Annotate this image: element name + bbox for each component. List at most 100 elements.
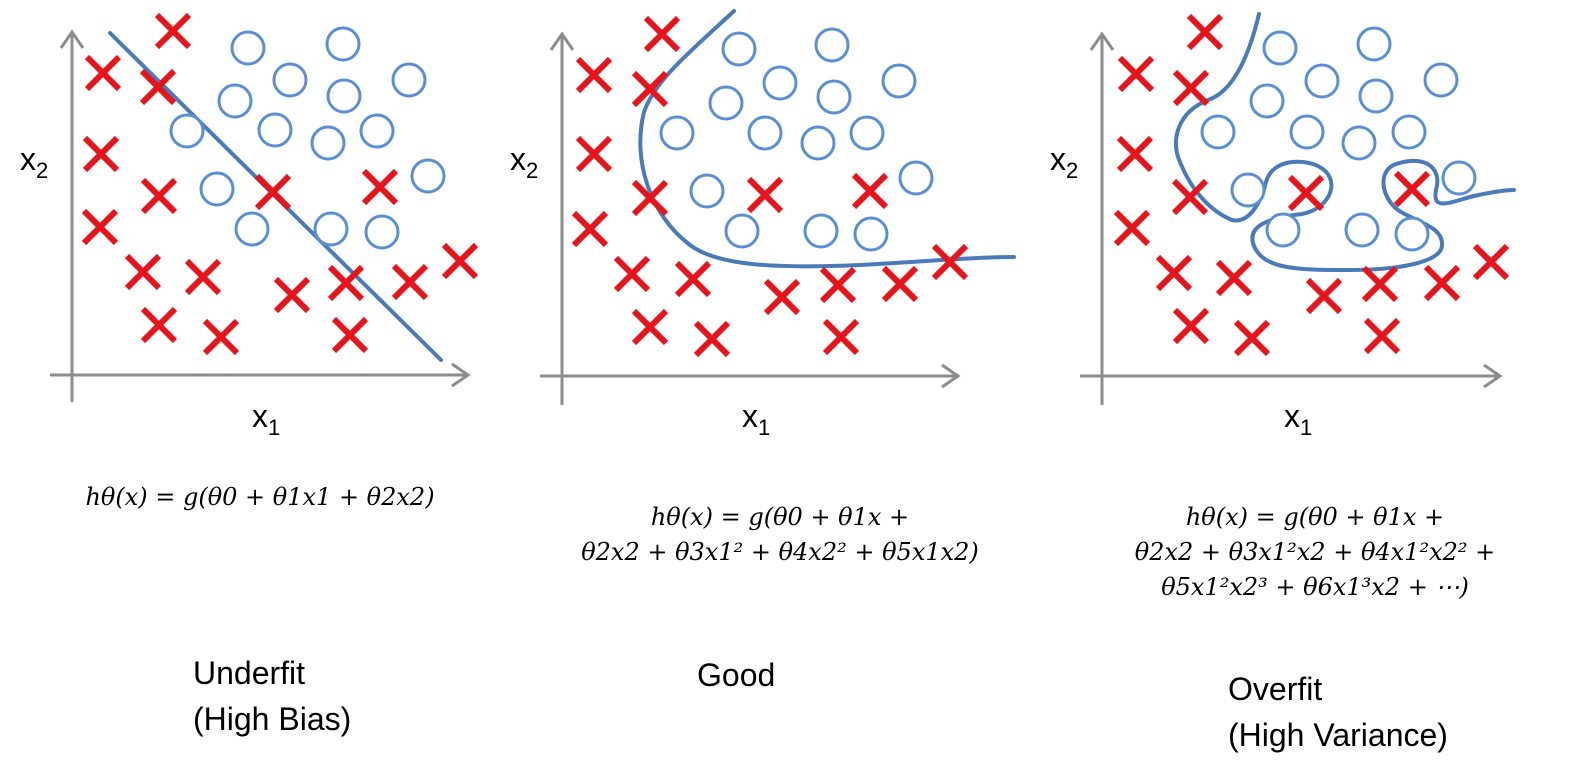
circle-marker: [724, 213, 760, 249]
circle-marker: [1230, 172, 1266, 208]
cross-marker: [693, 320, 731, 358]
class-o-points-overfit: [1200, 26, 1477, 252]
cross-marker: [1186, 13, 1224, 51]
decision-boundary-overfit: [1173, 12, 1516, 272]
class-x-points-underfit: [81, 12, 479, 356]
cross-marker: [140, 306, 178, 344]
formula-underfit: hθ(x) = g(θ0 + θ1x1 + θ2x2): [40, 480, 480, 515]
circle-marker: [762, 65, 798, 101]
cross-marker: [1171, 178, 1209, 216]
circle-marker: [410, 158, 446, 194]
caption-line: Underfit: [193, 655, 306, 691]
class-o-points-good: [659, 27, 934, 252]
cross-marker: [1472, 243, 1510, 281]
formula-line: θ2x2 + θ3x1² + θ4x2² + θ5x1x2): [581, 537, 979, 566]
circle-marker: [708, 85, 744, 121]
cross-marker: [81, 208, 119, 246]
circle-marker: [1391, 114, 1427, 150]
circle-marker: [313, 211, 349, 247]
circle-marker: [359, 113, 395, 149]
circle-marker: [1394, 216, 1430, 252]
cross-marker: [273, 276, 311, 314]
cross-marker: [1172, 307, 1210, 345]
cross-marker: [1117, 55, 1155, 93]
x-axis-label-good: x1: [742, 398, 770, 440]
cross-marker: [82, 135, 120, 173]
circle-marker: [1262, 30, 1298, 66]
panel-underfit: x2 x1: [20, 12, 479, 440]
cross-marker: [1215, 259, 1253, 297]
caption-line: (High Variance): [1228, 717, 1448, 754]
circle-marker: [1344, 212, 1380, 248]
formula-line: hθ(x) = g(θ0 + θ1x +: [1185, 503, 1445, 531]
cross-marker: [441, 242, 479, 280]
cross-marker: [746, 176, 784, 214]
cross-marker: [881, 265, 919, 303]
panel-good: x2 x1: [510, 9, 1016, 440]
cross-marker: [391, 263, 429, 301]
formula-line: θ2x2 + θ3x1²x2 + θ4x1²x2² +: [1134, 537, 1496, 566]
cross-marker: [1423, 264, 1461, 302]
caption-good: Good: [697, 652, 775, 698]
cross-marker: [643, 15, 681, 53]
cross-marker: [184, 258, 222, 296]
circle-marker: [1423, 62, 1459, 98]
circle-marker: [325, 26, 361, 62]
circle-marker: [257, 112, 293, 148]
circle-marker: [272, 62, 308, 98]
cross-marker: [631, 179, 669, 217]
circle-marker: [849, 115, 885, 151]
circle-marker: [803, 213, 839, 249]
y-axis-label-underfit: x2: [20, 141, 48, 183]
cross-marker: [631, 70, 669, 108]
formula-overfit: hθ(x) = g(θ0 + θ1x + θ2x2 + θ3x1²x2 + θ4…: [1100, 500, 1530, 604]
cross-marker: [674, 260, 712, 298]
x-axis-label-overfit: x1: [1284, 398, 1312, 440]
circle-marker: [1249, 83, 1285, 119]
cross-marker: [154, 12, 192, 50]
circle-marker: [1289, 114, 1325, 150]
cross-marker: [1363, 317, 1401, 355]
cross-marker: [1116, 135, 1154, 173]
circle-marker: [391, 62, 427, 98]
circle-marker: [1200, 114, 1236, 150]
circle-marker: [853, 216, 889, 252]
cross-marker: [575, 135, 613, 173]
cross-marker: [851, 172, 889, 210]
cross-marker: [124, 253, 162, 291]
cross-marker: [139, 68, 177, 106]
circle-marker: [898, 160, 934, 196]
cross-marker: [575, 56, 613, 94]
cross-marker: [254, 173, 292, 211]
circle-marker: [689, 173, 725, 209]
cross-marker: [331, 316, 369, 354]
circle-marker: [199, 171, 235, 207]
cross-marker: [1172, 69, 1210, 107]
circle-marker: [1265, 212, 1301, 248]
caption-overfit: Overfit (High Variance): [1228, 666, 1448, 759]
cross-marker: [571, 210, 609, 248]
cross-marker: [931, 243, 969, 281]
circle-marker: [230, 30, 266, 66]
formula-good: hθ(x) = g(θ0 + θ1x + θ2x2 + θ3x1² + θ4x2…: [540, 500, 1020, 570]
circle-marker: [881, 63, 917, 99]
cross-marker: [140, 177, 178, 215]
circle-marker: [1358, 78, 1394, 114]
axes-good: [540, 31, 961, 405]
circle-marker: [659, 115, 695, 151]
cross-marker: [822, 318, 860, 356]
circle-marker: [364, 214, 400, 250]
class-o-points-underfit: [169, 26, 446, 250]
cross-marker: [202, 318, 240, 356]
circle-marker: [234, 211, 270, 247]
circle-marker: [1304, 63, 1340, 99]
panel-overfit: x2 x1: [1050, 12, 1516, 440]
axes-overfit: [1080, 31, 1503, 405]
cross-marker: [763, 278, 801, 316]
cross-marker: [1233, 319, 1271, 357]
x-axis-label-underfit: x1: [252, 398, 280, 440]
circle-marker: [816, 79, 852, 115]
formula-line: hθ(x) = g(θ0 + θ1x1 + θ2x2): [85, 483, 435, 511]
cross-marker: [613, 255, 651, 293]
